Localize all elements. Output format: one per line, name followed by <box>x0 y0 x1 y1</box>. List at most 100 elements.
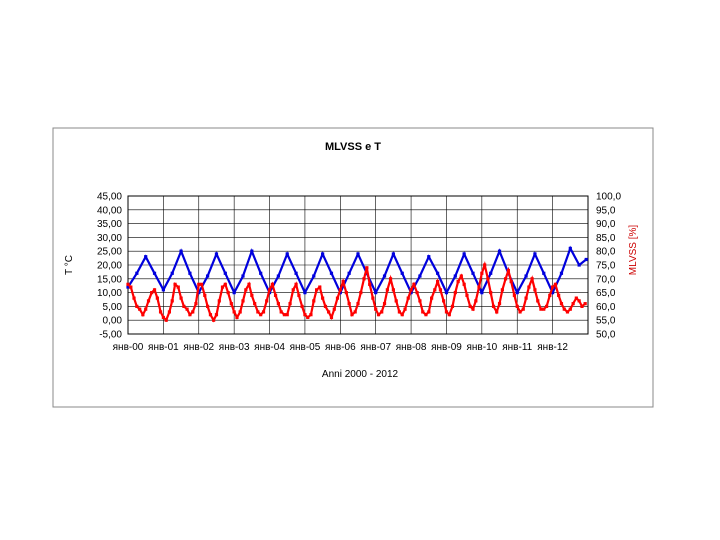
y-axis-right-ticks: 100,0 95,0 90,0 85,0 80,0 75,0 70,0 65,0 60,0 55,… <box>596 192 621 341</box>
series-point-1 <box>294 282 298 286</box>
series-point-1 <box>365 266 369 270</box>
series-point-0 <box>232 291 236 295</box>
series-point-0 <box>374 291 378 295</box>
series-point-1 <box>456 279 460 284</box>
series-point-1 <box>394 299 398 303</box>
series-point-1 <box>194 302 198 306</box>
series-point-1 <box>197 282 201 286</box>
series-point-0 <box>144 255 148 259</box>
series-point-1 <box>306 315 310 320</box>
series-point-1 <box>276 302 280 306</box>
y2-tick-label: 70,0 <box>596 274 616 285</box>
series-point-0 <box>584 257 588 262</box>
series-point-0 <box>135 271 139 275</box>
series-point-1 <box>235 315 239 320</box>
series-point-1 <box>164 318 168 322</box>
series-point-1 <box>374 307 378 311</box>
series-point-1 <box>208 313 213 317</box>
series-point-1 <box>491 304 496 308</box>
series-point-1 <box>447 313 451 317</box>
series-point-0 <box>489 271 493 275</box>
series-point-1 <box>433 288 437 292</box>
series-point-1 <box>244 288 248 292</box>
series-point-1 <box>444 310 449 314</box>
series-point-0 <box>542 271 546 275</box>
series-point-1 <box>282 313 286 317</box>
x-tick-label: янв-05 <box>290 342 321 353</box>
series-point-1 <box>503 277 508 281</box>
series-point-1 <box>409 288 413 292</box>
series-point-1 <box>406 296 410 300</box>
series-point-1 <box>583 302 587 306</box>
series-point-1 <box>380 310 384 314</box>
y-tick-label: 25,00 <box>97 247 122 258</box>
series-point-1 <box>500 288 504 292</box>
series-point-1 <box>521 307 525 311</box>
series-point-1 <box>388 277 393 281</box>
series-point-1 <box>327 310 331 314</box>
y2-tick-label: 55,0 <box>596 316 616 327</box>
y-tick-label: 45,00 <box>97 192 122 203</box>
y-tick-label: -5,00 <box>99 330 122 341</box>
series-point-1 <box>527 285 531 289</box>
series-point-1 <box>323 304 328 308</box>
series-point-0 <box>444 291 449 295</box>
series-point-1 <box>442 299 446 303</box>
series-point-1 <box>126 282 130 286</box>
series-point-1 <box>267 288 272 292</box>
series-point-1 <box>265 299 269 303</box>
y-tick-label: 5,00 <box>103 302 123 313</box>
y2-tick-label: 50,0 <box>596 330 616 341</box>
x-axis-ticks: янв-00 янв-01 янв-02 янв-03 янв-04 янв-05 янв-… <box>113 342 569 353</box>
series-point-1 <box>200 282 204 286</box>
series-point-1 <box>512 293 516 297</box>
series-point-1 <box>362 277 366 281</box>
series-point-1 <box>259 313 263 317</box>
series-point-1 <box>344 291 348 295</box>
series-point-1 <box>303 313 307 317</box>
series-point-1 <box>203 293 207 297</box>
series-point-1 <box>559 302 564 306</box>
series-point-1 <box>273 293 278 297</box>
series-point-1 <box>188 313 192 317</box>
series-point-1 <box>568 307 572 311</box>
series-point-1 <box>495 310 499 314</box>
y-tick-label: 15,00 <box>97 274 122 285</box>
series-point-1 <box>489 291 493 295</box>
x-tick-label: янв-04 <box>254 342 285 353</box>
series-point-1 <box>474 299 478 303</box>
y2-tick-label: 60,0 <box>596 302 616 313</box>
y-tick-label: 40,00 <box>97 205 122 216</box>
series-point-0 <box>126 285 130 289</box>
series-point-1 <box>167 310 171 314</box>
series-point-1 <box>347 302 351 306</box>
series-point-1 <box>438 288 443 292</box>
series-point-0 <box>329 271 334 275</box>
series-point-1 <box>332 307 336 311</box>
series-point-1 <box>138 307 142 311</box>
x-tick-label: янв-01 <box>148 342 179 353</box>
series-point-1 <box>574 296 578 300</box>
series-point-1 <box>403 307 407 311</box>
series-point-0 <box>303 291 307 295</box>
series-point-0 <box>170 271 174 275</box>
series-point-1 <box>553 282 558 286</box>
series-point-1 <box>247 282 251 286</box>
series-layer <box>126 245 588 323</box>
series-point-0 <box>179 249 183 253</box>
series-point-1 <box>430 296 434 300</box>
series-point-1 <box>206 304 210 308</box>
y-tick-label: 20,00 <box>97 261 122 272</box>
series-point-1 <box>146 299 151 303</box>
series-point-1 <box>229 302 233 306</box>
x-tick-label: янв-00 <box>113 342 144 353</box>
series-point-0 <box>436 271 440 275</box>
series-point-1 <box>450 304 455 308</box>
series-point-1 <box>185 307 189 311</box>
series-point-1 <box>338 288 342 292</box>
series-point-1 <box>436 279 440 284</box>
series-point-1 <box>232 310 236 314</box>
y-tick-label: 35,00 <box>97 219 122 230</box>
series-point-1 <box>356 302 360 306</box>
x-tick-label: янв-08 <box>396 342 427 353</box>
